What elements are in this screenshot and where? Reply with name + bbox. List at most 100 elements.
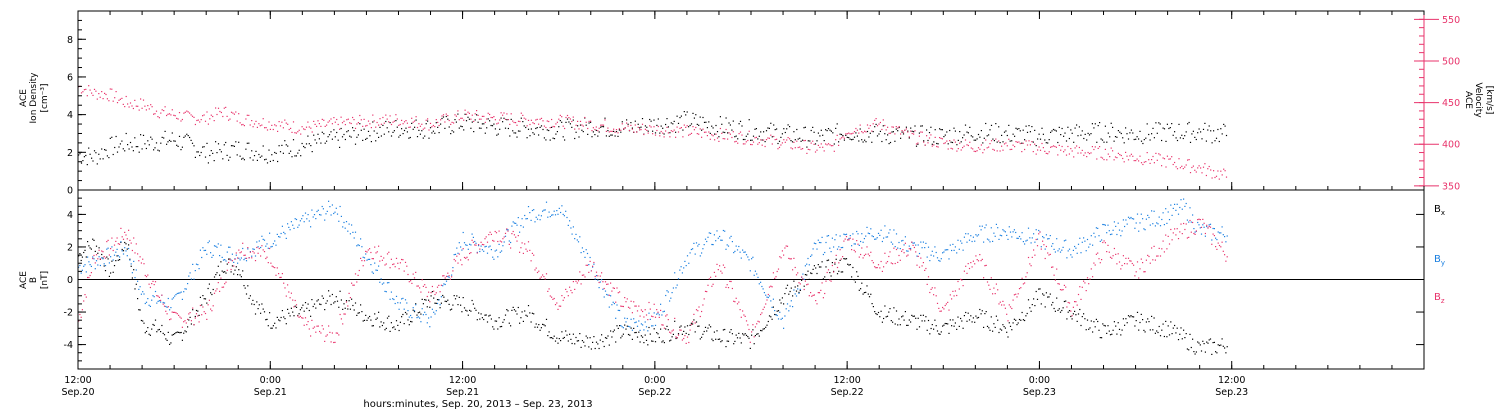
bz-point (820, 289, 822, 291)
bz-point (517, 235, 519, 237)
bz-point (1068, 302, 1071, 304)
by-point (1174, 203, 1176, 205)
bx-point (942, 325, 944, 327)
bz-point (179, 316, 181, 318)
by-point (112, 259, 114, 261)
date-tick-label: Sep.21 (254, 387, 287, 398)
by-point (1179, 206, 1181, 209)
bx-point (653, 328, 655, 330)
velocity-point (340, 116, 342, 118)
bx-point (526, 315, 528, 317)
velocity-point (1002, 149, 1004, 151)
by-point (383, 282, 385, 284)
density-point (1145, 137, 1147, 139)
velocity-point (760, 139, 762, 141)
density-point (799, 137, 801, 139)
by-point (181, 298, 183, 300)
bz-point (460, 259, 462, 261)
density-point (927, 139, 929, 142)
bx-point (1162, 323, 1164, 325)
density-point (519, 130, 521, 132)
velocity-point (187, 111, 189, 113)
bz-point (285, 295, 287, 297)
density-point (491, 125, 494, 127)
by-point (1163, 224, 1165, 226)
by-point (756, 273, 758, 275)
by-point (1007, 238, 1009, 240)
bz-point (642, 310, 644, 313)
bx-point (997, 319, 999, 321)
bx-point (1135, 320, 1137, 322)
by-point (1018, 235, 1021, 238)
bz-point (222, 286, 225, 288)
density-point (1156, 132, 1158, 134)
bz-point (413, 277, 416, 279)
by-point (1224, 236, 1226, 238)
velocity-point (546, 120, 548, 122)
density-point (881, 140, 883, 143)
by-point (949, 244, 951, 246)
bz-point (188, 313, 190, 315)
by-point (938, 259, 940, 262)
velocity-point (778, 146, 781, 148)
bz-point (397, 262, 399, 264)
by-point (231, 253, 233, 255)
bx-point (1209, 338, 1212, 340)
velocity-point (402, 123, 404, 125)
bx-point (880, 310, 882, 312)
density-point (709, 132, 711, 134)
velocity-point (636, 131, 638, 133)
bz-point (548, 288, 550, 290)
bz-point (822, 297, 824, 299)
velocity-point (1063, 151, 1065, 153)
by-point (456, 247, 458, 249)
density-tick-label: 8 (67, 35, 73, 46)
density-point (565, 121, 567, 123)
bz-point (1172, 232, 1174, 234)
bz-point (1121, 264, 1123, 267)
bx-point (378, 311, 380, 313)
velocity-point (129, 102, 132, 104)
density-point (555, 133, 557, 135)
density-point (891, 131, 893, 133)
velocity-point (535, 119, 537, 121)
bx-point (726, 340, 728, 342)
bz-point (538, 270, 540, 272)
velocity-point (288, 128, 290, 131)
density-point (1195, 138, 1197, 141)
velocity-point (176, 117, 178, 119)
density-point (787, 124, 789, 126)
bx-point (777, 310, 780, 312)
density-point (1113, 140, 1115, 142)
by-point (754, 270, 756, 272)
by-point (957, 239, 959, 241)
density-point (1084, 133, 1086, 135)
velocity-point (927, 142, 929, 144)
by-point (133, 260, 135, 262)
by-point (217, 243, 219, 245)
velocity-point (1083, 154, 1085, 156)
velocity-point (1194, 169, 1196, 171)
density-point (839, 133, 841, 135)
bz-point (419, 287, 421, 289)
velocity-point (1090, 152, 1092, 154)
velocity-point (1215, 175, 1218, 177)
velocity-point (232, 112, 234, 114)
density-point (252, 159, 254, 161)
bz-point (154, 281, 157, 283)
velocity-point (161, 109, 163, 111)
bx-point (322, 297, 324, 299)
bz-point (1030, 265, 1032, 267)
by-point (812, 248, 814, 250)
bz-point (1071, 315, 1073, 317)
bx-point (1031, 304, 1033, 306)
bx-point (221, 270, 223, 272)
velocity-point (895, 126, 897, 128)
density-point (1057, 141, 1059, 144)
velocity-point (572, 116, 574, 118)
bz-point (640, 309, 642, 311)
time-tick-label: 12:00 (833, 375, 860, 386)
density-point (871, 141, 873, 143)
density-point (138, 151, 140, 153)
velocity-point (1166, 155, 1168, 157)
